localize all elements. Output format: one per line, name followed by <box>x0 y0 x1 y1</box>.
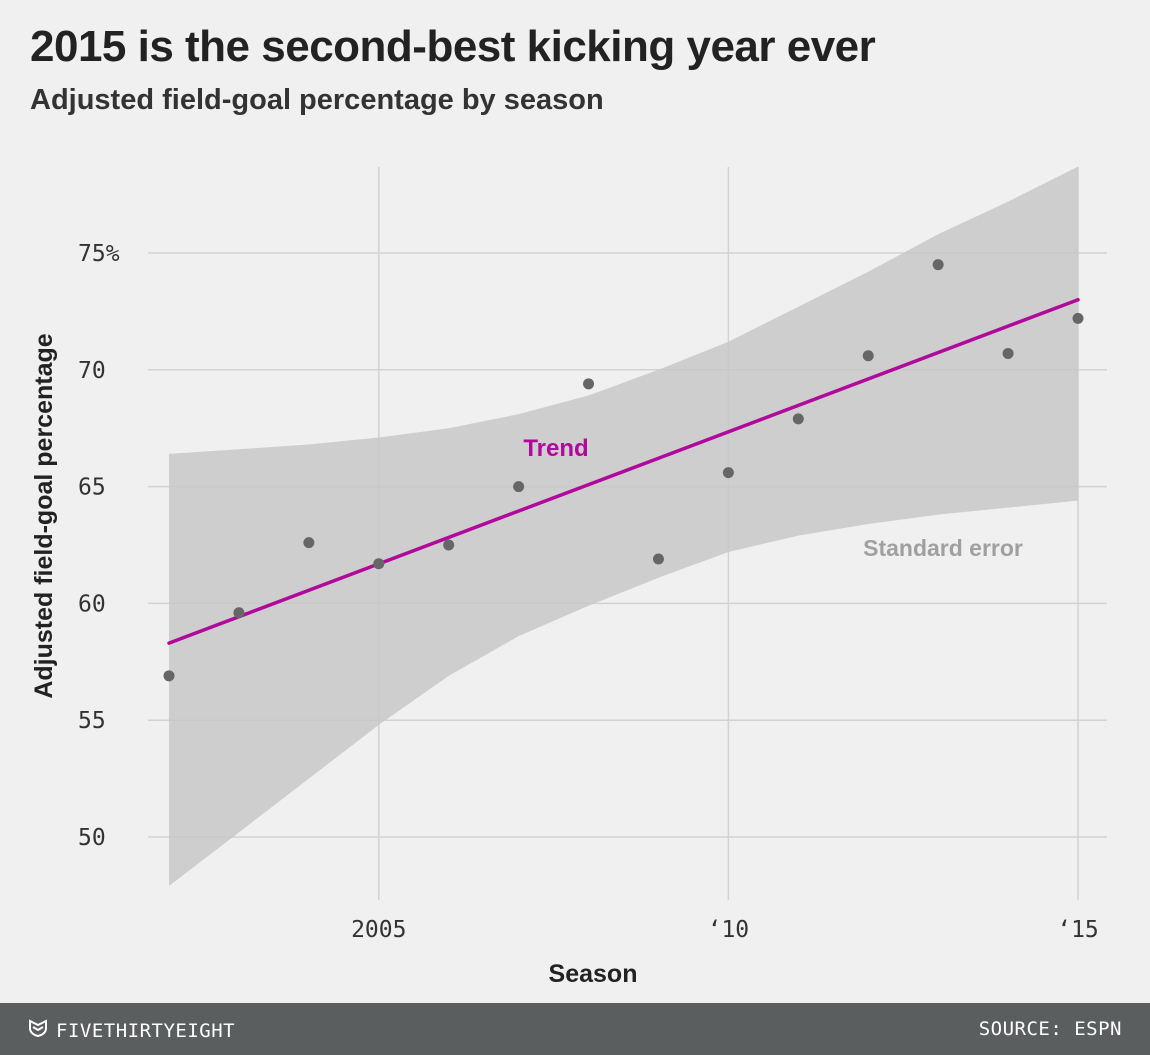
standard-error-layer <box>169 166 1078 887</box>
standard-error-label: Standard error <box>863 535 1023 561</box>
data-point <box>583 378 595 390</box>
x-axis-label: Season <box>549 960 638 988</box>
fivethirtyeight-logo-icon <box>28 1018 48 1043</box>
data-point <box>233 607 245 619</box>
data-point <box>303 537 315 549</box>
trend-layer <box>167 297 1080 645</box>
x-tick-label: 2005 <box>351 917 406 943</box>
footer-source: SOURCE: ESPN <box>978 1018 1122 1040</box>
points-layer <box>163 259 1084 682</box>
chart-subtitle: Adjusted field-goal percentage by season <box>30 84 604 116</box>
data-point <box>792 413 804 425</box>
data-point <box>373 558 385 570</box>
y-tick-label: 50 <box>78 825 106 851</box>
x-tick-label: ‘15 <box>1057 917 1099 943</box>
footer-brand[interactable]: FIVETHIRTYEIGHT <box>28 1018 235 1043</box>
data-point <box>1002 347 1014 359</box>
data-point <box>1072 312 1084 324</box>
trend-line <box>167 297 1080 645</box>
y-tick-label: 60 <box>78 591 106 617</box>
footer-bar: FIVETHIRTYEIGHT SOURCE: ESPN <box>0 1003 1150 1055</box>
y-tick-label: 55 <box>78 708 106 734</box>
data-point <box>513 481 525 493</box>
y-tick-label: 70 <box>78 358 106 384</box>
data-point <box>932 259 944 271</box>
chart-title: 2015 is the second-best kicking year eve… <box>30 22 876 71</box>
y-axis-label: Adjusted field-goal percentage <box>30 333 58 698</box>
data-point <box>163 670 175 682</box>
standard-error-band <box>169 166 1078 887</box>
data-point <box>722 467 734 479</box>
data-point <box>652 553 664 565</box>
x-tick-label: ‘10 <box>708 917 750 943</box>
data-point <box>862 350 874 362</box>
data-point <box>443 539 455 551</box>
labels-layer: 50 55 60 65 70 75% 2005 ‘10 ‘15 <box>78 241 1099 943</box>
footer-brand-label: FIVETHIRTYEIGHT <box>56 1019 236 1042</box>
y-tick-label: 75% <box>78 241 120 267</box>
y-tick-label: 65 <box>78 475 106 501</box>
trend-label: Trend <box>523 435 588 462</box>
chart-plot: 50 55 60 65 70 75% 2005 ‘10 ‘15 Adjusted field-g… <box>30 166 1107 988</box>
